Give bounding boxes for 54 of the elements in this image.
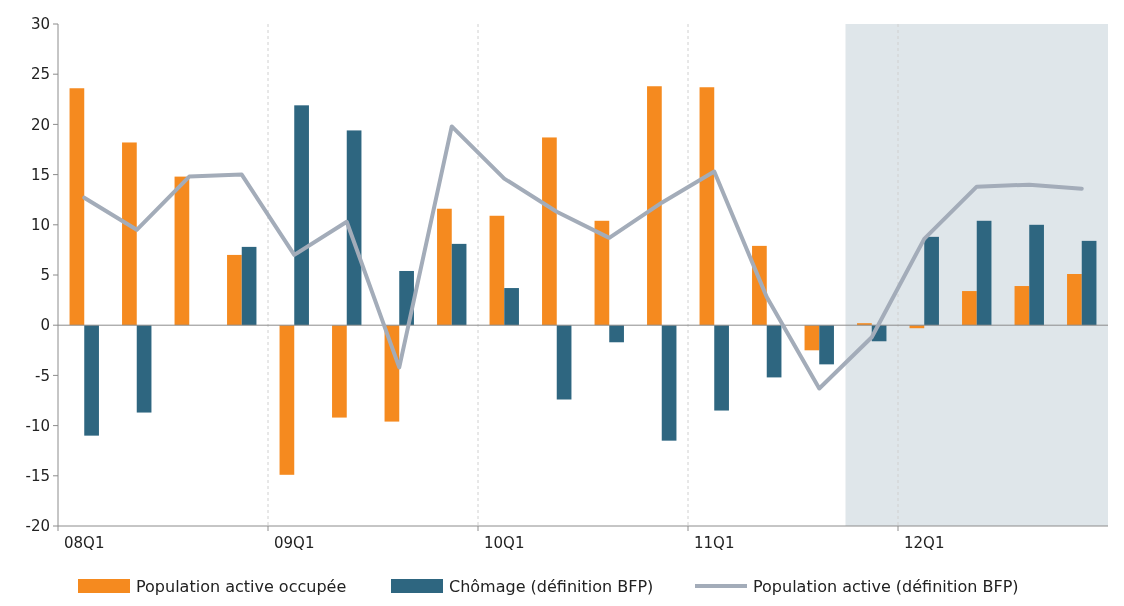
bar [976, 220, 992, 326]
y-tick-label: -15 [25, 467, 50, 486]
legend-label: Population active (définition BFP) [753, 576, 1019, 596]
bar [924, 236, 939, 326]
y-tick-label: 20 [30, 115, 50, 134]
y-tick-label: 5 [40, 266, 50, 285]
bar [279, 325, 295, 475]
bar [122, 142, 137, 326]
x-tick-label: 10Q1 [484, 534, 525, 552]
bar [699, 87, 715, 326]
bar [332, 325, 347, 418]
bar [857, 323, 872, 326]
bar [1029, 224, 1044, 326]
bar [714, 325, 729, 411]
bar [594, 220, 610, 326]
bar [227, 254, 242, 326]
bar [437, 208, 452, 326]
y-tick-label: -5 [35, 366, 50, 385]
x-tick-label: 12Q1 [904, 534, 945, 552]
bar [69, 88, 85, 326]
y-tick-label: -20 [25, 517, 50, 536]
bar [661, 325, 677, 441]
bar [136, 325, 152, 413]
bar [962, 291, 977, 326]
y-tick-label: -10 [25, 416, 50, 435]
y-tick-label: 15 [30, 165, 50, 184]
bar [174, 176, 190, 326]
bar [1067, 274, 1082, 326]
y-tick-label: 25 [30, 65, 50, 84]
line-series [82, 124, 1084, 391]
legend-label: Chômage (définition BFP) [449, 576, 654, 596]
bar [542, 137, 557, 326]
bar [346, 130, 362, 326]
bar [556, 325, 572, 400]
bar [647, 86, 662, 326]
bar [504, 288, 519, 326]
y-tick-label: 0 [40, 316, 50, 335]
bar [451, 243, 467, 326]
bar [241, 246, 257, 326]
bar [294, 105, 309, 326]
bar [766, 325, 782, 378]
bar [84, 325, 99, 436]
legend-label: Population active occupée [136, 576, 347, 596]
bar [1014, 286, 1030, 326]
bar [1081, 240, 1097, 326]
bar [489, 215, 505, 326]
bar [804, 325, 820, 351]
x-tick-label: 08Q1 [64, 534, 105, 552]
y-tick-label: 10 [30, 216, 50, 235]
x-tick-label: 11Q1 [694, 534, 735, 552]
bar [609, 325, 624, 343]
bar [819, 325, 834, 365]
y-tick-label: 30 [30, 15, 50, 34]
x-tick-label: 09Q1 [274, 534, 315, 552]
